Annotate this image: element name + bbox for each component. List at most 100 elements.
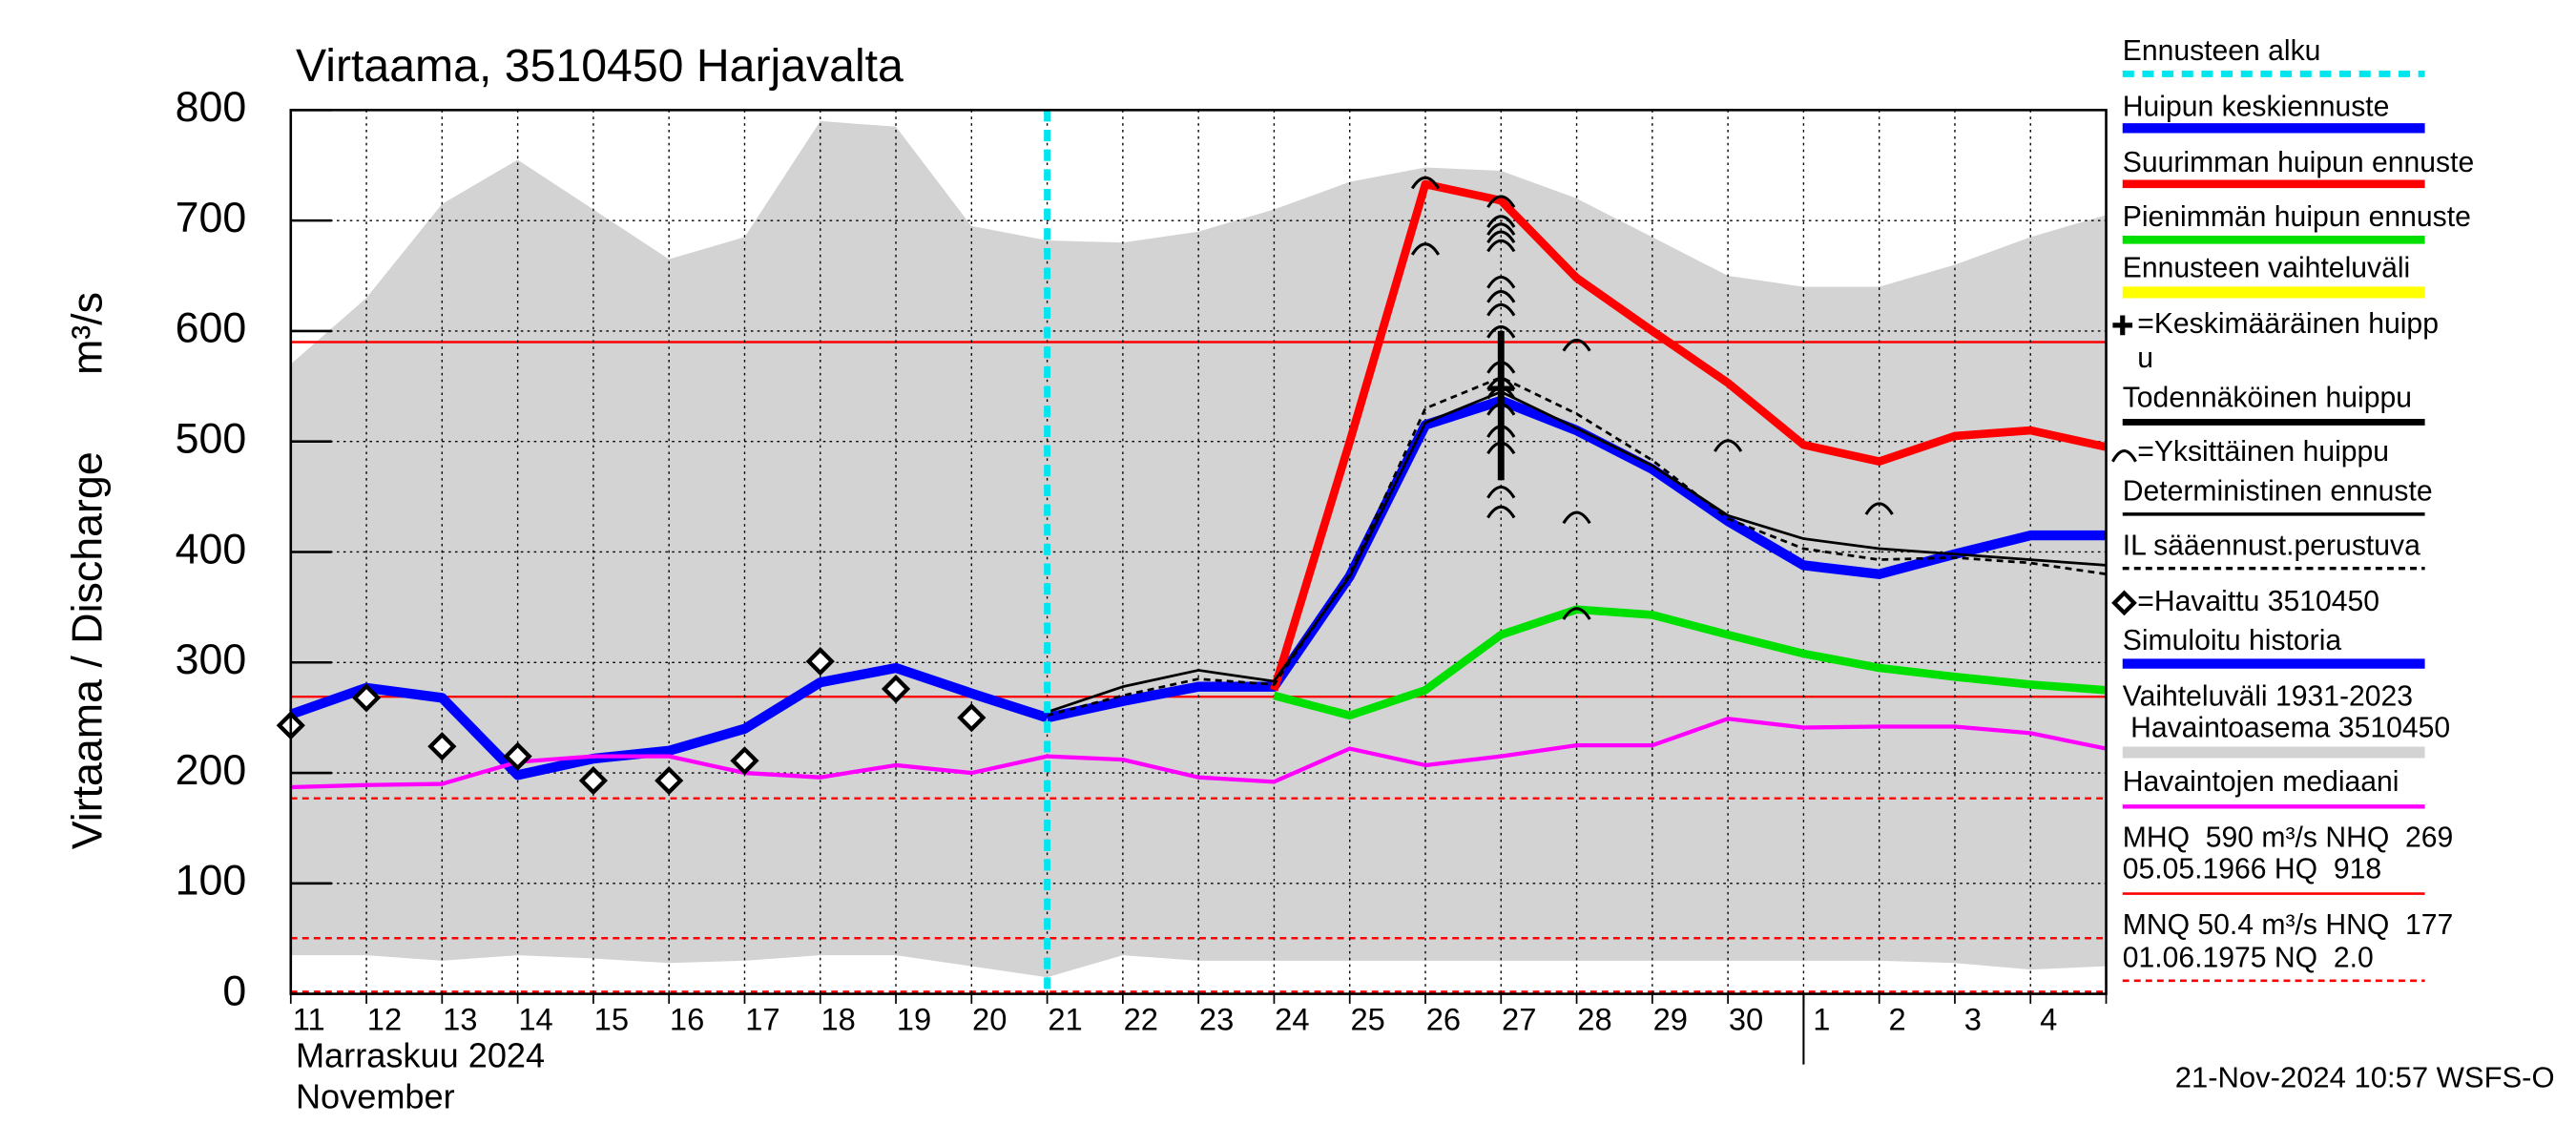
single-peak bbox=[1410, 242, 1441, 256]
single-peak bbox=[1562, 510, 1591, 525]
x-tick-label: 28 bbox=[1577, 1002, 1611, 1037]
single-peak bbox=[1864, 502, 1894, 515]
series-line bbox=[1046, 395, 2107, 723]
single-peak bbox=[1486, 302, 1516, 317]
single-peak bbox=[1486, 222, 1516, 236]
x-tick-label: 17 bbox=[745, 1002, 779, 1037]
x-tick-label: 23 bbox=[1199, 1002, 1234, 1037]
footer: 21-Nov-2024 10:57 WSFS-O bbox=[2175, 1060, 2555, 1093]
observed-point bbox=[503, 741, 532, 771]
series-line bbox=[290, 717, 2107, 790]
markers bbox=[276, 110, 1894, 994]
series-line bbox=[1270, 179, 2108, 692]
x-tick-label: 21 bbox=[1048, 1002, 1082, 1037]
single-peak bbox=[1486, 290, 1516, 303]
legend-label: Ennusteen alku bbox=[2123, 35, 2321, 67]
legend-label: =Havaittu 3510450 bbox=[2137, 586, 2379, 617]
single-peak bbox=[1486, 505, 1516, 519]
legend-label: Huipun keskiennuste bbox=[2123, 92, 2390, 123]
x-tick-label: 25 bbox=[1350, 1002, 1384, 1037]
month-label: Marraskuu 2024 bbox=[296, 1035, 545, 1074]
y-tick-label: 200 bbox=[176, 746, 247, 794]
single-peak bbox=[1486, 425, 1516, 438]
x-tick-label: 1 bbox=[1813, 1002, 1830, 1037]
legend-label: IL sääennust.perustuva bbox=[2123, 530, 2420, 561]
legend-label: Vaihteluväli 1931-2023 bbox=[2123, 681, 2413, 713]
legend: Ennusteen alku Huipun keskiennuste Suurimm… bbox=[2111, 35, 2474, 983]
single-peak bbox=[1486, 325, 1516, 339]
legend-label: Simuloitu historia bbox=[2123, 625, 2342, 656]
series-line bbox=[1047, 376, 2107, 718]
single-peak bbox=[1486, 485, 1516, 499]
single-peak bbox=[1410, 176, 1441, 190]
legend-label: =Keskimääräinen huipp bbox=[2137, 308, 2439, 340]
x-tick-label: 19 bbox=[897, 1002, 931, 1037]
x-tick-label: 14 bbox=[518, 1002, 552, 1037]
observed-point bbox=[805, 647, 835, 677]
plot-frame bbox=[289, 109, 2108, 995]
y-tick-label: 0 bbox=[222, 967, 246, 1014]
legend-symbol bbox=[2111, 590, 2137, 616]
observed-point bbox=[427, 732, 457, 761]
x-tick-label: 29 bbox=[1653, 1002, 1688, 1037]
single-peak bbox=[1486, 275, 1516, 289]
y-tick-label: 600 bbox=[176, 304, 247, 352]
x-tick-label: 3 bbox=[1964, 1002, 1982, 1037]
x-tick-label: 24 bbox=[1275, 1002, 1309, 1037]
y-axis-label: Virtaama / Discharge bbox=[64, 451, 112, 849]
y-tick-label: 100 bbox=[176, 857, 247, 905]
series-line bbox=[1273, 605, 2107, 720]
legend-label: u bbox=[2137, 343, 2153, 374]
legend-label: Havaintoasema 3510450 bbox=[2123, 712, 2450, 743]
single-peak bbox=[1562, 607, 1591, 620]
legend-label: =Yksittäinen huippu bbox=[2137, 436, 2389, 468]
single-peak bbox=[1714, 439, 1743, 452]
x-tick-label: 13 bbox=[443, 1002, 477, 1037]
y-tick-label: 400 bbox=[176, 525, 247, 572]
legend-label: Todennäköinen huippu bbox=[2123, 382, 2412, 413]
observed-point bbox=[881, 674, 911, 704]
legend-label: 01.06.1975 NQ 2.0 bbox=[2123, 942, 2374, 973]
single-peak bbox=[1486, 385, 1516, 400]
legend-label: 05.05.1966 HQ 918 bbox=[2123, 853, 2381, 885]
legend-label: Ennusteen vaihteluväli bbox=[2123, 252, 2410, 283]
x-tick-label: 27 bbox=[1502, 1002, 1536, 1037]
y-tick-label: 700 bbox=[176, 194, 247, 241]
legend-symbol bbox=[2111, 449, 2137, 463]
single-peak bbox=[1486, 239, 1516, 253]
series-lines bbox=[289, 179, 2108, 790]
x-tick-label: 2 bbox=[1889, 1002, 1906, 1037]
observed-point bbox=[351, 683, 382, 713]
single-peak bbox=[1486, 230, 1516, 244]
observed-point bbox=[957, 703, 987, 733]
chart-title: Virtaama, 3510450 Harjavalta bbox=[296, 40, 904, 92]
single-peak bbox=[1486, 403, 1516, 416]
single-peak bbox=[1486, 361, 1516, 374]
single-peak bbox=[1486, 441, 1516, 455]
x-tick-label: 30 bbox=[1729, 1002, 1763, 1037]
legend-label: MHQ 590 m³/s NHQ 269 bbox=[2123, 822, 2454, 854]
x-tick-label: 18 bbox=[821, 1002, 855, 1037]
legend-label: Suurimman huipun ennuste bbox=[2123, 147, 2474, 178]
legend-label: Deterministinen ennuste bbox=[2123, 475, 2433, 507]
observed-point bbox=[730, 746, 759, 776]
y-tick-label: 800 bbox=[176, 83, 247, 131]
legend-label: MNQ 50.4 m³/s HNQ 177 bbox=[2123, 909, 2454, 941]
series-line bbox=[1047, 390, 2107, 714]
observed-point bbox=[578, 766, 609, 796]
single-peak bbox=[1486, 377, 1516, 391]
x-tick-label: 20 bbox=[972, 1002, 1007, 1037]
month-label: November bbox=[296, 1076, 455, 1115]
x-tick-label: 4 bbox=[2040, 1002, 2057, 1037]
legend-label: Havaintojen mediaani bbox=[2123, 766, 2399, 798]
series-line bbox=[289, 662, 1049, 781]
legend-symbol bbox=[2112, 315, 2133, 336]
x-tick-label: 15 bbox=[594, 1002, 629, 1037]
x-tick-label: 11 bbox=[293, 1002, 325, 1037]
single-peak bbox=[1486, 215, 1516, 228]
x-tick-label: 26 bbox=[1426, 1002, 1461, 1037]
x-tick-label: 22 bbox=[1124, 1002, 1158, 1037]
y-tick-label: 500 bbox=[176, 415, 247, 463]
